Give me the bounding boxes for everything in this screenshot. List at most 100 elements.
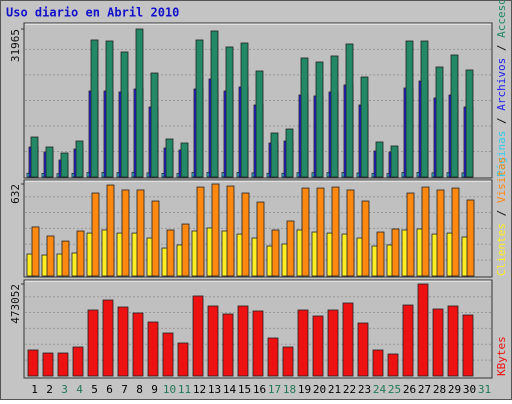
bar xyxy=(387,353,399,377)
bar xyxy=(417,283,429,377)
bar xyxy=(211,183,220,277)
x-tick-label: 20 xyxy=(313,383,326,396)
x-tick-label: 6 xyxy=(106,383,113,396)
x-tick-label: 5 xyxy=(91,383,98,396)
bar xyxy=(31,226,40,277)
x-tick-label: 24 xyxy=(373,383,387,396)
x-tick-label: 10 xyxy=(163,383,176,396)
bar xyxy=(285,128,294,178)
y-tick-label: 473052 xyxy=(9,284,22,324)
bar xyxy=(271,229,280,277)
bar xyxy=(192,295,204,377)
bar xyxy=(316,187,325,277)
bar xyxy=(240,42,249,178)
bar xyxy=(117,306,129,377)
bar xyxy=(346,189,355,277)
chart-title: Uso diario en Abril 2010 xyxy=(6,6,179,20)
bar xyxy=(447,305,459,377)
bar xyxy=(166,229,175,277)
bar xyxy=(432,308,444,377)
bar xyxy=(330,55,339,178)
bar xyxy=(91,192,100,277)
bar xyxy=(451,187,460,277)
x-tick-label: 9 xyxy=(151,383,158,396)
x-tick-label: 8 xyxy=(136,383,143,396)
x-tick-label: 26 xyxy=(403,383,416,396)
x-tick-label: 28 xyxy=(433,383,446,396)
bar xyxy=(372,349,384,377)
bar xyxy=(60,152,69,178)
bar xyxy=(177,342,189,377)
bar xyxy=(282,346,294,377)
bar xyxy=(106,184,115,277)
x-tick-label: 23 xyxy=(358,383,371,396)
bar xyxy=(301,187,310,277)
bar xyxy=(237,305,249,377)
bar xyxy=(466,199,475,277)
legend-separator: / xyxy=(495,38,508,58)
bar xyxy=(241,192,250,277)
legend-separator: / xyxy=(495,203,508,223)
bar xyxy=(210,30,219,178)
bar xyxy=(255,70,264,178)
bar xyxy=(391,228,400,277)
bar xyxy=(462,314,474,377)
legend: Páginas / Archivos / Accesos xyxy=(495,0,508,177)
x-tick-label: 11 xyxy=(178,383,191,396)
bar xyxy=(147,321,159,377)
bar xyxy=(151,200,160,277)
x-tick-label: 16 xyxy=(253,383,266,396)
x-tick-label: 4 xyxy=(76,383,83,396)
bar xyxy=(207,305,219,377)
x-tick-label: 18 xyxy=(283,383,296,396)
legend-entry: Clientes xyxy=(495,223,508,276)
bar xyxy=(150,72,159,178)
x-tick-label: 13 xyxy=(208,383,221,396)
x-tick-label: 12 xyxy=(193,383,206,396)
bar xyxy=(361,200,370,277)
bar xyxy=(162,332,174,377)
bar xyxy=(132,312,144,377)
bar xyxy=(90,39,99,178)
x-tick-label: 7 xyxy=(121,383,128,396)
legend: KBytes xyxy=(495,336,508,376)
legend-entry: Accesos xyxy=(495,0,508,38)
bar xyxy=(226,185,235,277)
legend-entry: Visitas xyxy=(495,157,508,203)
x-tick-label: 29 xyxy=(448,383,461,396)
bar xyxy=(195,39,204,178)
bar xyxy=(357,322,369,377)
bar xyxy=(105,40,114,178)
bar xyxy=(435,66,444,178)
bar xyxy=(345,43,354,178)
bar xyxy=(402,304,414,377)
x-tick-label: 31 xyxy=(478,383,491,396)
bar xyxy=(267,337,279,377)
bar xyxy=(450,54,459,178)
bar xyxy=(45,146,54,178)
bar xyxy=(376,231,385,277)
x-tick-label: 30 xyxy=(463,383,476,396)
bar xyxy=(46,235,55,277)
bar xyxy=(342,302,354,377)
legend-entry: Archivos xyxy=(495,58,508,111)
x-tick-label: 21 xyxy=(328,383,341,396)
bar xyxy=(256,201,265,277)
bar xyxy=(72,346,84,377)
bar xyxy=(312,315,324,377)
bar xyxy=(315,61,324,178)
bar xyxy=(390,145,399,178)
bar xyxy=(136,189,145,277)
bar xyxy=(436,189,445,277)
x-tick-label: 17 xyxy=(268,383,281,396)
y-tick-label: 632 xyxy=(9,184,22,204)
legend-entry: KBytes xyxy=(495,336,508,376)
bar xyxy=(465,69,474,178)
bar xyxy=(420,40,429,178)
bar xyxy=(180,142,189,178)
x-tick-label: 15 xyxy=(238,383,251,396)
bar xyxy=(61,240,70,277)
bar xyxy=(42,352,54,377)
bar xyxy=(120,51,129,178)
